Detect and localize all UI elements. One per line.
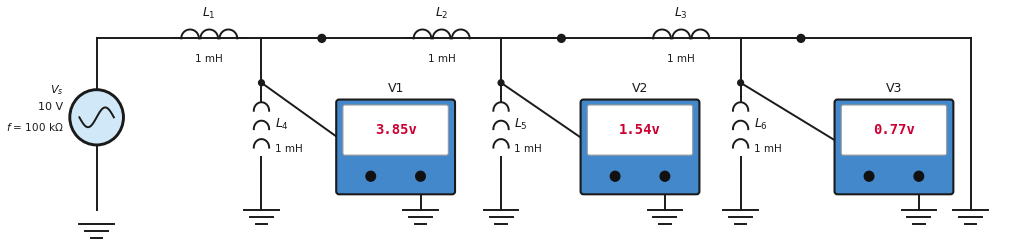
Text: $L_3$: $L_3$	[674, 5, 688, 21]
Circle shape	[318, 34, 326, 42]
FancyBboxPatch shape	[343, 105, 448, 155]
Text: 0.77v: 0.77v	[873, 123, 915, 137]
Circle shape	[70, 90, 123, 145]
Text: 1.54v: 1.54v	[619, 123, 661, 137]
FancyBboxPatch shape	[580, 100, 699, 194]
FancyBboxPatch shape	[587, 105, 692, 155]
Circle shape	[558, 34, 565, 42]
Text: V1: V1	[388, 82, 404, 95]
Text: 3.85v: 3.85v	[375, 123, 416, 137]
Text: $L_5$: $L_5$	[514, 117, 528, 132]
Text: $V_s$: $V_s$	[50, 83, 63, 97]
Text: 10 V: 10 V	[38, 103, 63, 112]
Text: $L_6$: $L_6$	[754, 117, 768, 132]
FancyBboxPatch shape	[841, 105, 947, 155]
Circle shape	[498, 80, 504, 86]
FancyBboxPatch shape	[835, 100, 954, 194]
Text: 1 mH: 1 mH	[428, 54, 455, 64]
Text: V3: V3	[886, 82, 902, 95]
Text: 1 mH: 1 mH	[754, 144, 782, 154]
Circle shape	[797, 34, 805, 42]
Circle shape	[611, 171, 620, 181]
Text: 1 mH: 1 mH	[195, 54, 223, 64]
Text: $L_2$: $L_2$	[435, 5, 448, 21]
Text: 1 mH: 1 mH	[514, 144, 543, 154]
Circle shape	[415, 171, 426, 181]
Text: 1 mH: 1 mH	[668, 54, 695, 64]
Circle shape	[864, 171, 873, 181]
FancyBboxPatch shape	[336, 100, 455, 194]
Text: $L_1$: $L_1$	[203, 5, 216, 21]
Circle shape	[259, 80, 265, 86]
Text: 1 mH: 1 mH	[275, 144, 302, 154]
Circle shape	[914, 171, 923, 181]
Circle shape	[738, 80, 743, 86]
Circle shape	[365, 171, 376, 181]
Text: V2: V2	[632, 82, 648, 95]
Circle shape	[660, 171, 670, 181]
Text: $L_4$: $L_4$	[275, 117, 289, 132]
Text: $f$ = 100 kΩ: $f$ = 100 kΩ	[6, 121, 63, 133]
